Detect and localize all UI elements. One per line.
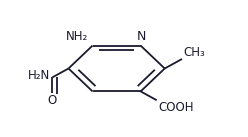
- Text: N: N: [137, 30, 147, 43]
- Text: COOH: COOH: [158, 101, 193, 114]
- Text: H₂N: H₂N: [28, 69, 50, 82]
- Text: NH₂: NH₂: [66, 30, 88, 43]
- Text: CH₃: CH₃: [183, 46, 205, 59]
- Text: O: O: [48, 94, 57, 107]
